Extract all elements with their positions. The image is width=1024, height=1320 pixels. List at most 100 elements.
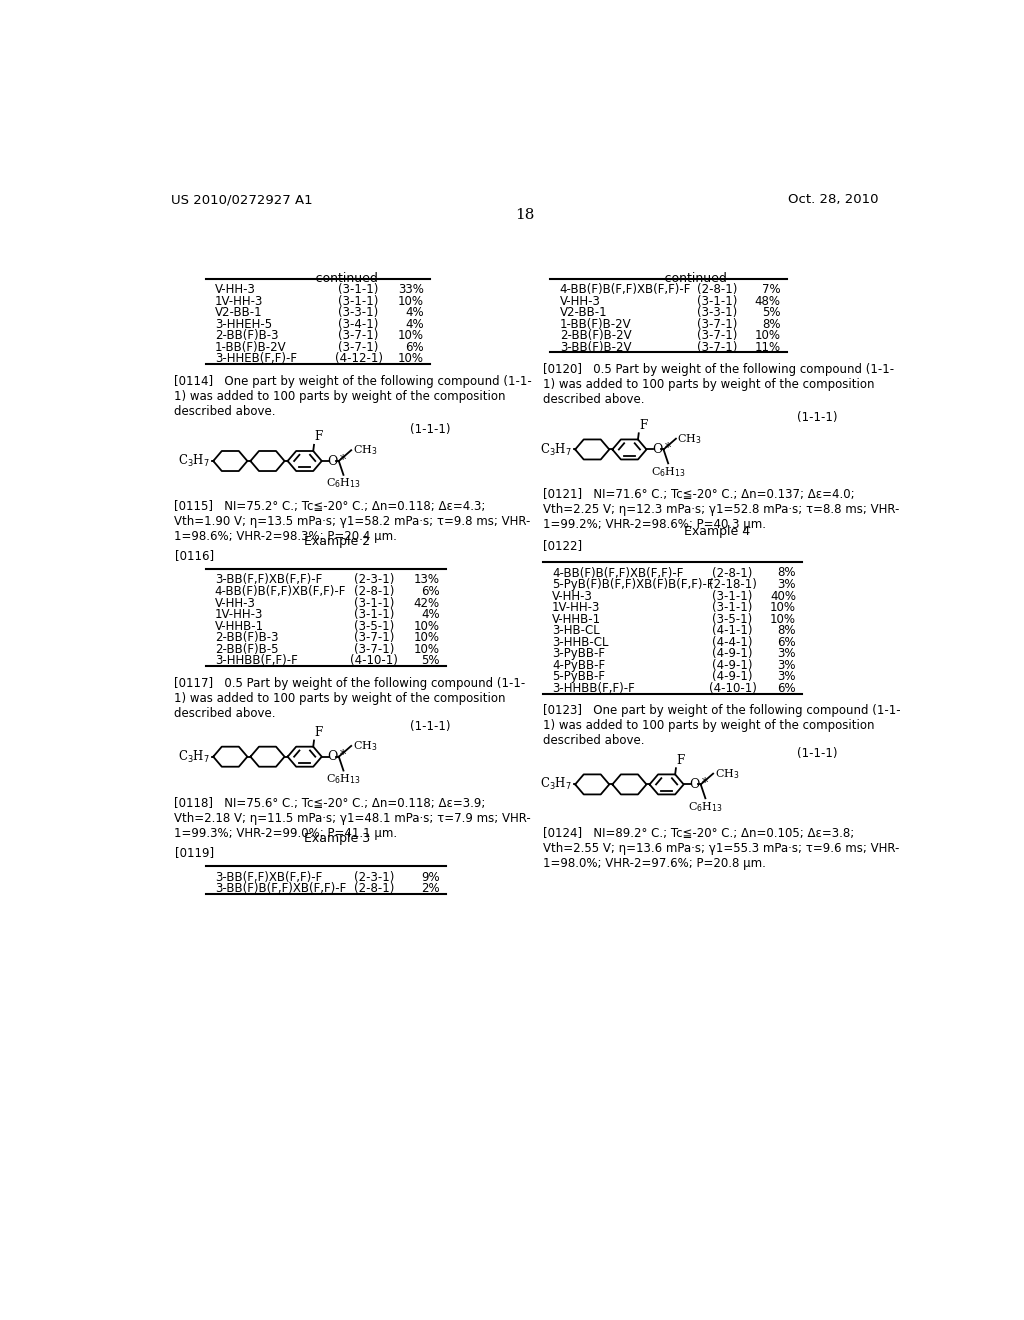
Text: (3-7-1): (3-7-1) [354, 631, 394, 644]
Text: 4%: 4% [406, 318, 424, 331]
Text: CH$_3$: CH$_3$ [352, 444, 377, 457]
Text: US 2010/0272927 A1: US 2010/0272927 A1 [171, 193, 312, 206]
Text: 11%: 11% [755, 341, 780, 354]
Text: 10%: 10% [755, 330, 780, 342]
Text: 18: 18 [515, 209, 535, 223]
Text: V-HH-3: V-HH-3 [215, 597, 256, 610]
Text: 1-BB(F)B-2V: 1-BB(F)B-2V [560, 318, 632, 331]
Text: 5%: 5% [762, 306, 780, 319]
Text: [0119]: [0119] [174, 846, 214, 859]
Text: (3-1-1): (3-1-1) [696, 294, 737, 308]
Text: (2-18-1): (2-18-1) [709, 578, 757, 591]
Text: -continued: -continued [311, 272, 379, 285]
Text: 3-BB(F,F)XB(F,F)-F: 3-BB(F,F)XB(F,F)-F [215, 871, 323, 883]
Text: 3-HHEH-5: 3-HHEH-5 [215, 318, 272, 331]
Text: (4-10-1): (4-10-1) [709, 682, 757, 696]
Text: V2-BB-1: V2-BB-1 [215, 306, 262, 319]
Text: [0115]   NI=75.2° C.; Tc≦-20° C.; Δn=0.118; Δε=4.3;
Vth=1.90 V; η=13.5 mPa·s; γ1: [0115] NI=75.2° C.; Tc≦-20° C.; Δn=0.118… [174, 499, 530, 543]
Text: (1-1-1): (1-1-1) [798, 411, 838, 424]
Text: (3-1-1): (3-1-1) [713, 590, 753, 603]
Text: 5-PyB(F)B(F,F)XB(F)B(F,F)-F: 5-PyB(F)B(F,F)XB(F)B(F,F)-F [552, 578, 714, 591]
Text: 4-BB(F)B(F,F)XB(F,F)-F: 4-BB(F)B(F,F)XB(F,F)-F [552, 566, 683, 579]
Text: 48%: 48% [755, 294, 780, 308]
Text: (3-1-1): (3-1-1) [713, 601, 753, 614]
Text: 2%: 2% [421, 882, 439, 895]
Text: 10%: 10% [414, 631, 439, 644]
Text: 3-PyBB-F: 3-PyBB-F [552, 647, 605, 660]
Text: 2-BB(F)B-2V: 2-BB(F)B-2V [560, 330, 632, 342]
Text: V-HHB-1: V-HHB-1 [552, 612, 601, 626]
Text: F: F [314, 430, 323, 444]
Text: *: * [665, 442, 671, 455]
Text: [0118]   NI=75.6° C.; Tc≦-20° C.; Δn=0.118; Δε=3.9;
Vth=2.18 V; η=11.5 mPa·s; γ1: [0118] NI=75.6° C.; Tc≦-20° C.; Δn=0.118… [174, 797, 531, 840]
Text: (4-4-1): (4-4-1) [713, 636, 753, 649]
Text: (1-1-1): (1-1-1) [410, 422, 451, 436]
Text: 8%: 8% [777, 566, 796, 579]
Text: 8%: 8% [762, 318, 780, 331]
Text: (3-7-1): (3-7-1) [354, 643, 394, 656]
Text: *: * [340, 454, 346, 467]
Text: (3-3-1): (3-3-1) [339, 306, 379, 319]
Text: 3-HHB-CL: 3-HHB-CL [552, 636, 608, 649]
Text: 3-BB(F)B-2V: 3-BB(F)B-2V [560, 341, 631, 354]
Text: 10%: 10% [398, 294, 424, 308]
Text: 3-HHEB(F,F)-F: 3-HHEB(F,F)-F [215, 352, 297, 366]
Text: 10%: 10% [398, 352, 424, 366]
Text: 7%: 7% [762, 284, 780, 296]
Text: C$_3$H$_7$: C$_3$H$_7$ [540, 776, 571, 792]
Text: (3-5-1): (3-5-1) [713, 612, 753, 626]
Text: 3%: 3% [777, 578, 796, 591]
Text: 10%: 10% [414, 643, 439, 656]
Text: Example 3: Example 3 [304, 832, 371, 845]
Text: 10%: 10% [414, 619, 439, 632]
Text: C$_3$H$_7$: C$_3$H$_7$ [540, 441, 571, 458]
Text: (1-1-1): (1-1-1) [798, 747, 838, 760]
Text: (2-8-1): (2-8-1) [713, 566, 753, 579]
Text: 3-HHBB(F,F)-F: 3-HHBB(F,F)-F [215, 655, 298, 668]
Text: *: * [701, 777, 708, 791]
Text: 4%: 4% [406, 306, 424, 319]
Text: V-HHB-1: V-HHB-1 [215, 619, 264, 632]
Text: 4-BB(F)B(F,F)XB(F,F)-F: 4-BB(F)B(F,F)XB(F,F)-F [215, 585, 346, 598]
Text: O: O [328, 750, 338, 763]
Text: [0124]   NI=89.2° C.; Tc≦-20° C.; Δn=0.105; Δε=3.8;
Vth=2.55 V; η=13.6 mPa·s; γ1: [0124] NI=89.2° C.; Tc≦-20° C.; Δn=0.105… [543, 826, 899, 870]
Text: (4-9-1): (4-9-1) [713, 659, 753, 672]
Text: (2-8-1): (2-8-1) [696, 284, 737, 296]
Text: (4-9-1): (4-9-1) [713, 647, 753, 660]
Text: [0117]   0.5 Part by weight of the following compound (1-1-
1) was added to 100 : [0117] 0.5 Part by weight of the followi… [174, 677, 525, 719]
Text: (3-7-1): (3-7-1) [696, 318, 737, 331]
Text: (3-1-1): (3-1-1) [338, 284, 379, 296]
Text: 1-BB(F)B-2V: 1-BB(F)B-2V [215, 341, 287, 354]
Text: 4%: 4% [421, 609, 439, 622]
Text: 13%: 13% [414, 573, 439, 586]
Text: [0116]: [0116] [174, 549, 214, 562]
Text: F: F [677, 754, 685, 767]
Text: 3%: 3% [777, 659, 796, 672]
Text: C$_3$H$_7$: C$_3$H$_7$ [178, 748, 209, 764]
Text: O: O [652, 444, 663, 455]
Text: CH$_3$: CH$_3$ [678, 432, 702, 446]
Text: 10%: 10% [770, 612, 796, 626]
Text: C$_6$H$_{13}$: C$_6$H$_{13}$ [326, 772, 360, 785]
Text: 4-PyBB-F: 4-PyBB-F [552, 659, 605, 672]
Text: -continued: -continued [660, 272, 727, 285]
Text: 40%: 40% [770, 590, 796, 603]
Text: Oct. 28, 2010: Oct. 28, 2010 [788, 193, 879, 206]
Text: (1-1-1): (1-1-1) [410, 719, 451, 733]
Text: 8%: 8% [777, 624, 796, 638]
Text: Example 4: Example 4 [684, 525, 750, 539]
Text: (4-10-1): (4-10-1) [350, 655, 398, 668]
Text: 10%: 10% [770, 601, 796, 614]
Text: C$_6$H$_{13}$: C$_6$H$_{13}$ [650, 465, 686, 479]
Text: V-HH-3: V-HH-3 [215, 284, 256, 296]
Text: 3-BB(F)B(F,F)XB(F,F)-F: 3-BB(F)B(F,F)XB(F,F)-F [215, 882, 346, 895]
Text: (3-4-1): (3-4-1) [338, 318, 379, 331]
Text: (3-1-1): (3-1-1) [354, 597, 394, 610]
Text: C$_6$H$_{13}$: C$_6$H$_{13}$ [326, 477, 360, 490]
Text: 33%: 33% [398, 284, 424, 296]
Text: 6%: 6% [421, 585, 439, 598]
Text: F: F [314, 726, 323, 739]
Text: 3%: 3% [777, 671, 796, 684]
Text: 5-PyBB-F: 5-PyBB-F [552, 671, 605, 684]
Text: 3-HB-CL: 3-HB-CL [552, 624, 600, 638]
